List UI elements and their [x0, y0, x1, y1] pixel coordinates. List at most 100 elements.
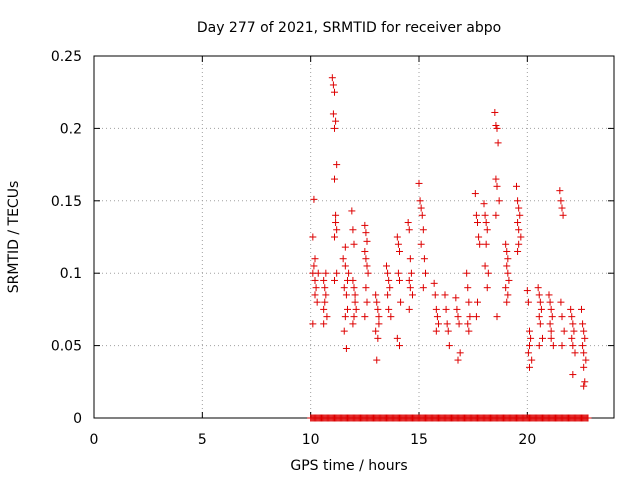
y-tick-label: 0 — [73, 411, 82, 427]
y-tick-label: 0.25 — [51, 49, 82, 65]
data-point — [559, 211, 567, 219]
data-point — [406, 255, 414, 263]
data-point — [351, 298, 359, 306]
data-point — [311, 276, 319, 284]
data-point — [341, 243, 349, 251]
axis-ticks — [93, 55, 614, 419]
data-point — [547, 305, 555, 313]
data-point — [466, 313, 474, 321]
data-point — [463, 269, 471, 277]
data-point — [491, 108, 499, 116]
data-point — [558, 342, 566, 350]
data-point — [361, 313, 369, 321]
data-point — [502, 240, 510, 248]
data-point — [580, 349, 588, 357]
data-point — [435, 320, 442, 328]
data-point — [502, 284, 510, 292]
data-point — [348, 207, 356, 215]
data-point — [331, 175, 338, 183]
data-point — [557, 298, 565, 306]
data-point — [309, 233, 317, 241]
data-point — [340, 327, 348, 335]
data-point-zero — [584, 414, 592, 422]
data-point — [472, 313, 480, 321]
data-point — [580, 363, 588, 371]
data-point — [387, 313, 395, 321]
data-point — [420, 255, 428, 263]
data-point — [363, 262, 371, 270]
data-point — [375, 313, 383, 321]
data-point — [329, 81, 337, 89]
data-point — [482, 240, 490, 248]
data-point — [567, 305, 575, 313]
data-point — [476, 240, 484, 248]
data-point — [465, 298, 473, 306]
chart-title: Day 277 of 2021, SRMTID for receiver abp… — [197, 20, 501, 36]
data-point — [545, 291, 553, 299]
data-point — [329, 110, 337, 118]
data-point — [464, 284, 472, 292]
data-point — [524, 349, 532, 357]
data-point — [474, 219, 481, 227]
data-point — [493, 313, 501, 321]
data-point — [524, 298, 532, 306]
data-point — [431, 291, 439, 299]
data-point — [442, 305, 450, 313]
data-point — [384, 291, 392, 299]
data-point — [526, 342, 533, 350]
data-point — [344, 305, 351, 313]
data-point — [372, 291, 380, 299]
data-point — [310, 262, 318, 270]
data-point — [445, 342, 453, 350]
data-point — [394, 240, 402, 248]
y-tick-label: 0.1 — [60, 266, 82, 282]
data-point — [549, 342, 557, 350]
data-point — [548, 313, 556, 321]
data-point — [483, 284, 491, 292]
data-point — [581, 378, 589, 386]
data-point — [349, 226, 357, 234]
data-point — [333, 161, 341, 169]
data-point — [503, 247, 511, 255]
data-point — [322, 269, 330, 277]
data-point — [311, 255, 319, 263]
data-point — [361, 221, 369, 229]
data-point — [536, 298, 544, 306]
data-point — [384, 269, 392, 277]
data-point — [456, 349, 464, 357]
data-point — [557, 197, 565, 205]
axis-tick-labels: 0 5 10 15 20 0 0.05 0.1 0.15 0.2 0.25 — [51, 49, 536, 448]
data-point — [582, 356, 590, 364]
data-point — [514, 247, 522, 255]
data-point — [492, 175, 500, 183]
data-point — [321, 284, 329, 292]
data-point — [481, 211, 489, 219]
data-point — [534, 284, 542, 292]
data-point — [465, 327, 473, 335]
data-point — [332, 211, 340, 219]
y-tick-label: 0.05 — [51, 339, 82, 355]
data-point — [515, 204, 523, 212]
data-point — [345, 269, 353, 277]
data-point — [331, 276, 338, 284]
data-point — [568, 334, 576, 342]
y-axis-label: SRMTID / TECUs — [6, 181, 22, 294]
data-point — [504, 291, 512, 299]
data-point — [492, 122, 500, 130]
data-point — [482, 219, 490, 227]
data-point — [539, 334, 546, 342]
data-point — [339, 255, 347, 263]
data-point — [385, 276, 393, 284]
data-point — [416, 197, 424, 205]
data-point — [405, 276, 413, 284]
data-point — [364, 269, 372, 277]
data-point — [454, 313, 462, 321]
data-point — [568, 313, 576, 321]
data-point — [394, 269, 402, 277]
data-point — [569, 320, 577, 328]
data-point — [374, 334, 382, 342]
data-point — [417, 204, 425, 212]
x-tick-label: 20 — [518, 432, 536, 448]
x-tick-label: 15 — [410, 432, 428, 448]
data-point — [342, 291, 350, 299]
